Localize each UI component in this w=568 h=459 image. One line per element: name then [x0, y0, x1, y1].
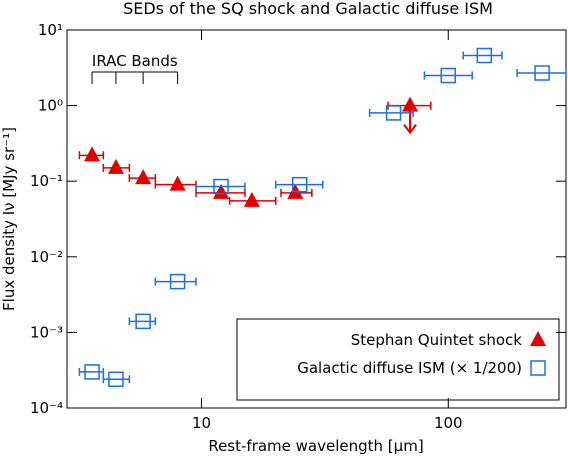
- x-tick-label: 100: [434, 414, 463, 432]
- point: [476, 47, 493, 64]
- point: [534, 65, 550, 81]
- y-tick-label: 10⁰: [38, 97, 63, 115]
- point: [169, 175, 186, 191]
- y-tick-label: 10⁻¹: [30, 172, 63, 190]
- point: [84, 146, 101, 162]
- point: [135, 313, 151, 330]
- legend-label: Galactic diffuse ISM (× 1/200): [297, 359, 522, 377]
- point: [440, 67, 457, 84]
- point: [107, 158, 124, 174]
- point: [84, 364, 100, 380]
- x-tick-label: 10: [192, 414, 211, 432]
- y-tick-label: 10⁻³: [30, 323, 63, 341]
- annotation: IRAC Bands: [92, 52, 178, 70]
- y-tick-label: 10⁻⁴: [30, 399, 63, 417]
- y-axis-label: Flux density Iν [MJy sr⁻¹]: [0, 127, 18, 311]
- legend-marker: [530, 360, 546, 376]
- x-axis-label: Rest-frame wavelength [μm]: [208, 437, 423, 455]
- chart-title: SEDs of the SQ shock and Galactic diffus…: [123, 0, 493, 18]
- upper-limit-arrow: [403, 124, 417, 135]
- legend-marker: [530, 331, 546, 346]
- point: [243, 191, 260, 207]
- point: [108, 371, 124, 388]
- y-tick-label: 10¹: [38, 21, 63, 39]
- plot-frame: [66, 29, 567, 409]
- point: [385, 105, 402, 121]
- point: [169, 273, 186, 290]
- point: [213, 178, 229, 195]
- point: [291, 176, 308, 193]
- point: [213, 183, 230, 199]
- legend-box: [236, 318, 560, 401]
- point: [402, 96, 419, 112]
- point: [135, 169, 152, 185]
- legend-label: Stephan Quintet shock: [351, 331, 523, 349]
- y-tick-label: 10⁻²: [30, 248, 63, 266]
